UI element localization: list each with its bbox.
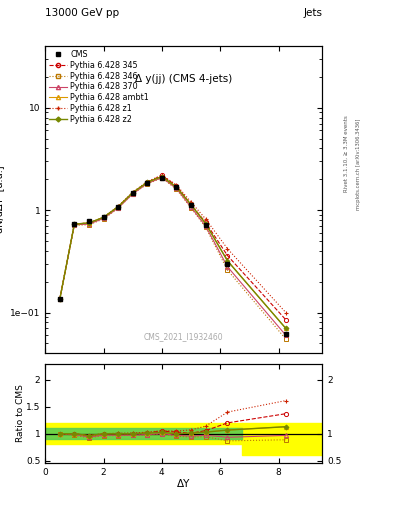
- Text: Rivet 3.1.10, ≥ 3.3M events: Rivet 3.1.10, ≥ 3.3M events: [344, 115, 349, 192]
- Text: Jets: Jets: [303, 8, 322, 18]
- Text: 13000 GeV pp: 13000 GeV pp: [45, 8, 119, 18]
- Legend: CMS, Pythia 6.428 345, Pythia 6.428 346, Pythia 6.428 370, Pythia 6.428 ambt1, P: CMS, Pythia 6.428 345, Pythia 6.428 346,…: [48, 49, 151, 125]
- Text: mcplots.cern.ch [arXiv:1306.3436]: mcplots.cern.ch [arXiv:1306.3436]: [356, 118, 361, 209]
- Text: Δ y(jj) (CMS 4-jets): Δ y(jj) (CMS 4-jets): [135, 74, 232, 84]
- Text: CMS_2021_I1932460: CMS_2021_I1932460: [144, 332, 224, 341]
- X-axis label: ΔY: ΔY: [177, 479, 191, 488]
- Y-axis label: dN/dΔY  [a.u.]: dN/dΔY [a.u.]: [0, 166, 4, 233]
- Y-axis label: Ratio to CMS: Ratio to CMS: [16, 385, 25, 442]
